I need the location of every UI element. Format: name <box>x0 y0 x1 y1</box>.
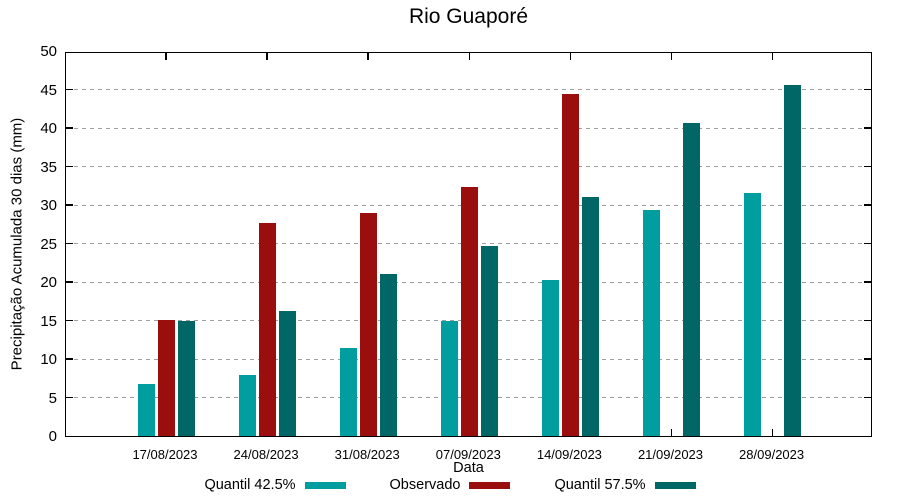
legend-swatch-quantil-575 <box>654 481 696 489</box>
y-tick-right <box>864 281 871 283</box>
y-tick-left <box>66 204 73 206</box>
bar-quantil-42-5--2 <box>339 348 357 436</box>
y-tick-left <box>66 358 73 360</box>
y-tick-right <box>864 242 871 244</box>
x-tick-top <box>468 53 471 60</box>
bar-quantil-57-5--5 <box>683 123 700 436</box>
x-tick-top <box>165 53 167 60</box>
legend-swatch-quantil-425 <box>304 481 346 489</box>
y-tick-left <box>66 319 73 321</box>
y-tick-right <box>864 127 871 129</box>
x-tick-label: 17/08/2023 <box>132 447 198 462</box>
y-tick-label: 20 <box>40 274 57 291</box>
y-tick-label: 50 <box>40 43 57 60</box>
x-tick-label: 07/09/2023 <box>435 447 501 462</box>
y-tick-label: 10 <box>40 351 57 368</box>
y-tick-label: 45 <box>40 81 57 99</box>
legend-label: Quantil 57.5% <box>554 477 646 493</box>
x-tick-top <box>670 53 673 60</box>
y-tick-left <box>66 127 73 129</box>
y-tick-right <box>864 396 871 398</box>
legend-entry-quantil-425: Quantil 42.5% <box>204 477 346 493</box>
y-tick-left <box>66 165 73 167</box>
x-tick-top <box>771 53 774 60</box>
bar-observado-3 <box>460 187 478 436</box>
bar-quantil-42-5--6 <box>744 193 762 436</box>
x-tick-top <box>569 53 572 60</box>
y-tick-label: 30 <box>40 197 57 214</box>
x-tick-label: 28/09/2023 <box>739 447 805 462</box>
y-tick-left <box>66 88 73 90</box>
x-tick-bottom <box>670 429 673 436</box>
y-tick-label: 35 <box>40 158 57 176</box>
bar-quantil-57-5--4 <box>581 197 599 436</box>
plot-area <box>65 52 872 437</box>
y-tick-left <box>66 281 73 283</box>
legend-label: Observado <box>389 477 461 493</box>
chart-title: Rio Guaporé <box>408 5 529 28</box>
y-tick-label: 0 <box>48 428 57 445</box>
y-tick-right <box>864 165 871 167</box>
gridline <box>66 127 871 129</box>
bar-quantil-57-5--0 <box>177 320 195 436</box>
bar-quantil-57-5--6 <box>784 84 802 436</box>
y-tick-left <box>66 396 73 398</box>
legend-label: Quantil 42.5% <box>204 477 296 493</box>
bar-quantil-42-5--1 <box>238 375 256 436</box>
bar-quantil-42-5--3 <box>440 321 458 436</box>
legend-entry-quantil-575: Quantil 57.5% <box>554 477 696 493</box>
x-tick-top <box>367 53 369 60</box>
y-tick-right <box>864 204 871 206</box>
gridline <box>66 89 871 90</box>
legend-swatch-observado <box>469 481 511 489</box>
bar-quantil-57-5--2 <box>379 274 397 436</box>
y-tick-label: 5 <box>48 389 57 407</box>
x-tick-label: 21/09/2023 <box>637 447 704 462</box>
bar-quantil-42-5--4 <box>541 280 559 436</box>
y-tick-label: 25 <box>40 235 57 253</box>
bar-observado-4 <box>561 94 579 436</box>
x-tick-top <box>266 53 268 60</box>
bar-quantil-57-5--3 <box>480 245 498 436</box>
y-tick-right <box>864 319 871 321</box>
bar-quantil-57-5--1 <box>278 311 296 436</box>
bar-observado-0 <box>157 319 175 436</box>
x-tick-label: 14/09/2023 <box>536 447 602 462</box>
bar-observado-1 <box>258 222 276 436</box>
legend: Quantil 42.5% Observado Quantil 57.5% <box>0 477 900 493</box>
x-axis-title: Data <box>453 460 484 476</box>
y-tick-label: 15 <box>40 312 57 330</box>
x-tick-label: 31/08/2023 <box>334 447 400 462</box>
y-tick-left <box>66 242 73 244</box>
x-tick-bottom <box>771 429 774 436</box>
bar-quantil-42-5--5 <box>643 209 660 436</box>
bar-observado-2 <box>359 212 377 436</box>
bar-quantil-42-5--0 <box>137 384 155 436</box>
y-tick-label: 40 <box>40 120 57 137</box>
gridline <box>66 166 871 167</box>
legend-entry-observado: Observado <box>390 477 511 493</box>
y-tick-right <box>864 88 871 90</box>
y-tick-right <box>864 358 871 360</box>
x-tick-label: 24/08/2023 <box>233 447 299 462</box>
